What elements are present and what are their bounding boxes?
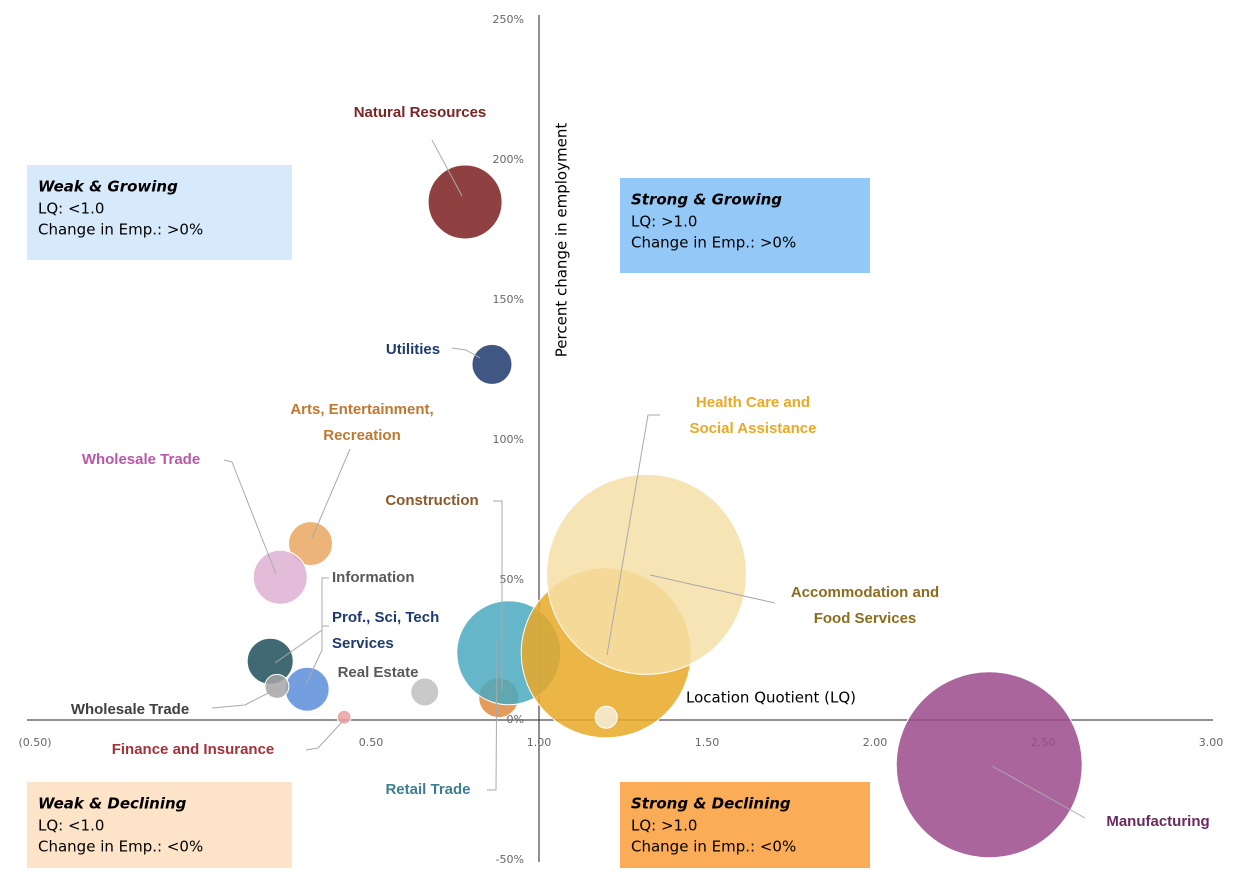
- bubble: [288, 521, 334, 567]
- y-tick-label: 250%: [493, 13, 524, 26]
- bubble-label: Services: [332, 635, 394, 652]
- y-tick-label: 0%: [507, 713, 524, 726]
- y-tick-label: 150%: [493, 293, 524, 306]
- bubble-label: Information: [332, 569, 415, 586]
- bubble-label: Construction: [385, 492, 478, 509]
- bubble: [336, 709, 352, 725]
- quadrant-text: LQ: >1.0: [631, 817, 697, 835]
- x-tick-label: 1.50: [695, 736, 720, 749]
- quadrant-text: LQ: >1.0: [631, 213, 697, 231]
- quadrant-text: Change in Emp.: <0%: [631, 838, 796, 856]
- bubble: [284, 666, 330, 712]
- leader-line: [223, 459, 277, 575]
- bubble-label: Finance and Insurance: [112, 741, 275, 758]
- bubble: [427, 164, 503, 240]
- leader-line: [311, 448, 351, 539]
- quadrant-text: Change in Emp.: >0%: [631, 234, 796, 252]
- leader-line: [451, 347, 481, 359]
- leader-line: [991, 765, 1086, 819]
- bubble: [471, 343, 513, 385]
- bubble-label: Arts, Entertainment,: [290, 401, 433, 418]
- bubble-label: Real Estate: [338, 664, 419, 681]
- bubble: [895, 671, 1083, 859]
- quadrant-title: Strong & Declining: [631, 795, 791, 813]
- quadrant-text: LQ: <1.0: [38, 817, 104, 835]
- leader-line: [211, 688, 277, 709]
- bubble-label: Manufacturing: [1106, 813, 1209, 830]
- leader-line: [487, 639, 498, 791]
- leader-line: [274, 577, 329, 664]
- x-tick-label: 0.50: [359, 736, 384, 749]
- bubble-label: Social Assistance: [689, 420, 816, 437]
- bubble-label: Natural Resources: [354, 104, 487, 121]
- x-tick-label: 3.00: [1199, 736, 1224, 749]
- bubble-label: Accommodation and: [791, 584, 939, 601]
- quadrant-text: Change in Emp.: >0%: [38, 221, 203, 239]
- y-tick-label: 50%: [500, 573, 524, 586]
- leader-line: [431, 139, 463, 197]
- quadrant-box: [620, 178, 870, 273]
- bubble-label: Prof., Sci, Tech: [332, 609, 439, 626]
- bubble-label: Health Care and: [696, 394, 810, 411]
- leader-line: [305, 720, 344, 751]
- y-tick-label: -50%: [496, 853, 524, 866]
- x-tick-label: 2.00: [863, 736, 888, 749]
- bubble-label: Retail Trade: [385, 781, 470, 798]
- quadrant-text: Change in Emp.: <0%: [38, 838, 203, 856]
- bubble-label: Wholesale Trade: [82, 451, 200, 468]
- quadrant-title: Strong & Growing: [631, 191, 782, 209]
- leader-line: [649, 574, 776, 604]
- quadrant-box: [27, 165, 292, 260]
- y-axis-title: Percent change in employment: [553, 123, 571, 358]
- quadrant-text: LQ: <1.0: [38, 200, 104, 218]
- leader-line: [606, 414, 660, 656]
- bubble: [410, 677, 440, 707]
- quadrant-title: Weak & Growing: [38, 178, 178, 196]
- leader-line: [305, 625, 329, 685]
- bubble: [252, 549, 308, 605]
- bubble: [546, 473, 748, 675]
- bubble-label: Wholesale Trade: [71, 701, 189, 718]
- bubble-label: Food Services: [814, 610, 917, 627]
- x-tick-label: 1.00: [527, 736, 552, 749]
- y-tick-label: 200%: [493, 153, 524, 166]
- bubble-label: Recreation: [323, 427, 401, 444]
- quadrant-box: [620, 782, 870, 868]
- quadrant-title: Weak & Declining: [38, 795, 187, 813]
- bubble: [264, 673, 290, 699]
- leader-line: [493, 500, 503, 690]
- x-tick-label: (0.50): [18, 736, 51, 749]
- y-tick-label: 100%: [493, 433, 524, 446]
- quadrant-box: [27, 782, 292, 868]
- x-axis-title: Location Quotient (LQ): [686, 689, 856, 707]
- bubble: [594, 705, 618, 729]
- bubble-label: Utilities: [386, 341, 440, 358]
